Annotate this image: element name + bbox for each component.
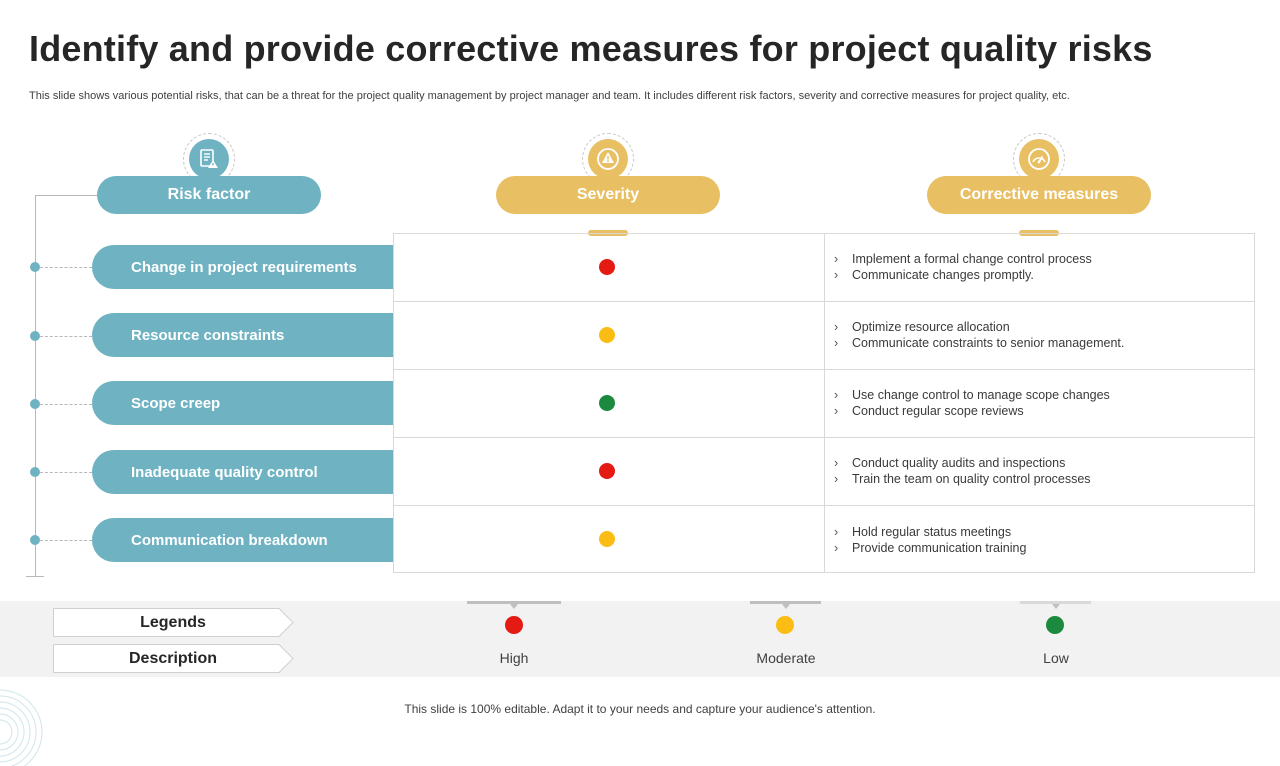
gauge-icon bbox=[1019, 139, 1059, 179]
legend-label-moderate: Moderate bbox=[756, 650, 816, 666]
legend-bar bbox=[750, 601, 821, 604]
row-connector bbox=[40, 540, 92, 541]
chevron-right-icon: › bbox=[834, 252, 839, 266]
risk-factor-label: Change in project requirements bbox=[92, 245, 393, 289]
severity-indicator bbox=[599, 259, 615, 275]
row-marker-dot bbox=[30, 331, 40, 341]
corrective-measures-list: › Conduct quality audits and inspections … bbox=[834, 455, 1091, 487]
chevron-right-icon: › bbox=[834, 456, 839, 470]
severity-indicator bbox=[599, 395, 615, 411]
chevron-right-icon: › bbox=[834, 336, 839, 350]
description-label: Description bbox=[128, 650, 217, 667]
measure-item: › Hold regular status meetings bbox=[834, 525, 1012, 539]
measure-item: › Implement a formal change control proce… bbox=[834, 252, 1092, 266]
chevron-right-icon: › bbox=[834, 388, 839, 402]
chevron-right-icon: › bbox=[834, 541, 839, 555]
chevron-right-icon: › bbox=[834, 525, 839, 539]
measure-item: › Communicate constraints to senior manag… bbox=[834, 336, 1125, 350]
legend-pointer bbox=[782, 604, 790, 609]
row-marker-dot bbox=[30, 399, 40, 409]
header-corrective-measures: Corrective measures bbox=[927, 176, 1151, 214]
risk-factor-label: Resource constraints bbox=[92, 313, 393, 357]
severity-indicator bbox=[599, 463, 615, 479]
decorative-arcs bbox=[0, 689, 43, 766]
description-label-box: Description bbox=[53, 644, 294, 673]
table-row-divider bbox=[393, 505, 1255, 506]
corrective-measures-list: › Use change control to manage scope chan… bbox=[834, 387, 1110, 419]
measure-item: › Provide communication training bbox=[834, 541, 1027, 555]
measure-item: › Communicate changes promptly. bbox=[834, 268, 1034, 282]
tree-vertical-line bbox=[35, 195, 36, 577]
measure-item: › Use change control to manage scope chan… bbox=[834, 388, 1110, 402]
tree-top-branch bbox=[35, 195, 97, 196]
legends-label: Legends bbox=[140, 614, 206, 631]
legend-label-high: High bbox=[499, 650, 529, 666]
corrective-measures-list: › Hold regular status meetings › Provide c… bbox=[834, 524, 1026, 556]
page-title: Identify and provide corrective measures… bbox=[29, 28, 1153, 69]
checklist-warning-icon bbox=[189, 139, 229, 179]
risk-factor-label: Communication breakdown bbox=[92, 518, 393, 562]
row-marker-dot bbox=[30, 535, 40, 545]
header-severity: Severity bbox=[496, 176, 720, 214]
legend-pointer bbox=[510, 604, 518, 609]
chevron-right-icon: › bbox=[834, 268, 839, 282]
measure-item: › Conduct regular scope reviews bbox=[834, 404, 1024, 418]
page-subtitle: This slide shows various potential risks… bbox=[29, 90, 1070, 102]
legend-bar bbox=[467, 601, 561, 604]
legend-dot-low bbox=[1046, 616, 1064, 634]
corrective-measures-list: › Implement a formal change control proce… bbox=[834, 251, 1092, 283]
legends-label-box: Legends bbox=[53, 608, 294, 637]
table-column-divider bbox=[824, 233, 825, 573]
row-marker-dot bbox=[30, 467, 40, 477]
risk-factor-label: Inadequate quality control bbox=[92, 450, 393, 494]
warning-gauge-icon bbox=[588, 139, 628, 179]
legend-pointer bbox=[1052, 604, 1060, 609]
header-risk-factor: Risk factor bbox=[97, 176, 321, 214]
chevron-right-icon: › bbox=[834, 320, 839, 334]
risk-factor-label: Scope creep bbox=[92, 381, 393, 425]
legend-label-low: Low bbox=[1043, 650, 1069, 666]
row-connector bbox=[40, 472, 92, 473]
footer-note: This slide is 100% editable. Adapt it to… bbox=[404, 702, 876, 716]
table-row-divider bbox=[393, 301, 1255, 302]
legend-dot-high bbox=[505, 616, 523, 634]
legend-bar bbox=[1020, 601, 1091, 604]
row-connector bbox=[40, 404, 92, 405]
tree-bottom-tick bbox=[26, 576, 44, 577]
severity-indicator bbox=[599, 327, 615, 343]
row-connector bbox=[40, 267, 92, 268]
measure-item: › Train the team on quality control proce… bbox=[834, 472, 1091, 486]
measure-item: › Optimize resource allocation bbox=[834, 320, 1010, 334]
table-row-divider bbox=[393, 369, 1255, 370]
table-row-divider bbox=[393, 437, 1255, 438]
severity-indicator bbox=[599, 531, 615, 547]
row-marker-dot bbox=[30, 262, 40, 272]
legend-dot-moderate bbox=[776, 616, 794, 634]
chevron-right-icon: › bbox=[834, 404, 839, 418]
row-connector bbox=[40, 336, 92, 337]
corrective-measures-list: › Optimize resource allocation › Communica… bbox=[834, 319, 1124, 351]
chevron-right-icon: › bbox=[834, 472, 839, 486]
measure-item: › Conduct quality audits and inspections bbox=[834, 456, 1066, 470]
